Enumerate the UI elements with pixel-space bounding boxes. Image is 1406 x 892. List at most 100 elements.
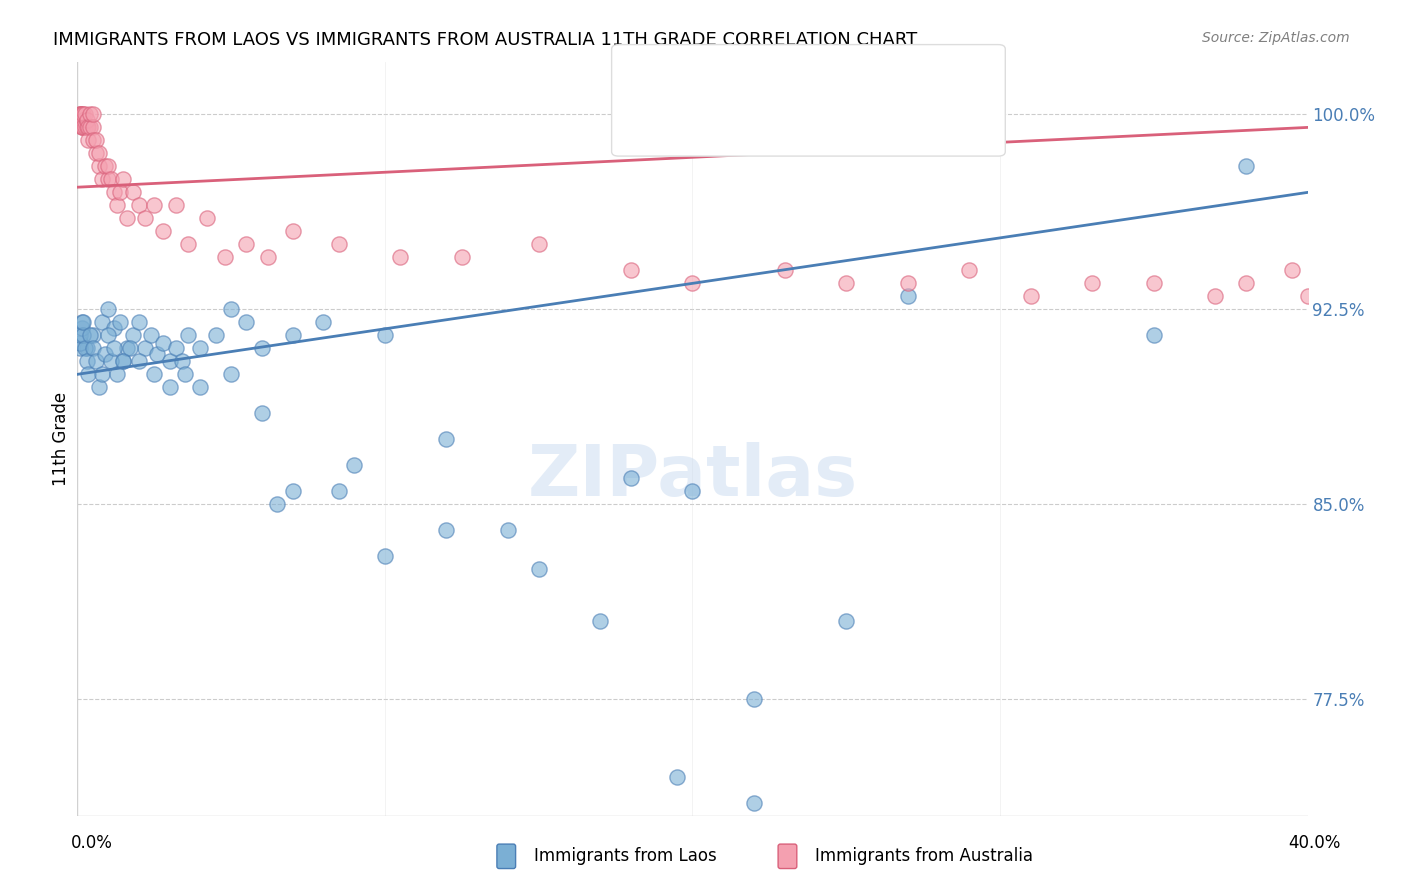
Point — [1019, 289, 1042, 303]
Point — [1327, 302, 1350, 317]
Point — [115, 342, 138, 356]
Point — [682, 484, 704, 499]
Point — [103, 342, 125, 356]
Point — [897, 277, 920, 291]
Point — [257, 251, 280, 265]
Point — [87, 160, 110, 174]
Point — [235, 315, 257, 329]
Point — [90, 368, 114, 382]
Point — [143, 198, 166, 212]
Point — [77, 368, 100, 382]
Point — [94, 160, 117, 174]
Text: Immigrants from Australia: Immigrants from Australia — [815, 847, 1033, 865]
Point — [82, 342, 104, 356]
Point — [72, 112, 94, 127]
Point — [1081, 277, 1104, 291]
Point — [69, 336, 91, 351]
Point — [165, 342, 187, 356]
Point — [620, 263, 643, 277]
Point — [281, 328, 304, 343]
Point — [328, 237, 350, 252]
Point — [87, 146, 110, 161]
Point — [105, 198, 128, 212]
Point — [527, 237, 550, 252]
Point — [1281, 263, 1303, 277]
Point — [152, 224, 174, 238]
Point — [97, 172, 120, 186]
Point — [374, 328, 396, 343]
Point — [70, 320, 93, 334]
Point — [72, 328, 94, 343]
Point — [82, 120, 104, 135]
Point — [77, 133, 100, 147]
Point — [100, 172, 122, 186]
Point — [79, 328, 101, 343]
Point — [835, 277, 858, 291]
Point — [1143, 277, 1166, 291]
Point — [152, 336, 174, 351]
Text: IMMIGRANTS FROM LAOS VS IMMIGRANTS FROM AUSTRALIA 11TH GRADE CORRELATION CHART: IMMIGRANTS FROM LAOS VS IMMIGRANTS FROM … — [53, 31, 918, 49]
Point — [76, 120, 98, 135]
Point — [159, 380, 181, 394]
Point — [90, 172, 114, 186]
Point — [1358, 289, 1381, 303]
Point — [219, 302, 242, 317]
Point — [84, 133, 107, 147]
Point — [666, 770, 689, 784]
Point — [76, 354, 98, 368]
Point — [527, 562, 550, 576]
Point — [835, 614, 858, 628]
Text: N =: N = — [808, 102, 852, 121]
Point — [204, 328, 226, 343]
Point — [70, 315, 93, 329]
Point — [128, 198, 150, 212]
Point — [165, 198, 187, 212]
Text: R =: R = — [689, 102, 731, 121]
Point — [69, 342, 91, 356]
Point — [773, 263, 796, 277]
Point — [177, 328, 200, 343]
Point — [328, 484, 350, 499]
Point — [76, 112, 98, 127]
Point — [100, 354, 122, 368]
Point — [174, 368, 197, 382]
Point — [112, 354, 135, 368]
Point — [72, 315, 94, 329]
Text: Source: ZipAtlas.com: Source: ZipAtlas.com — [1202, 31, 1350, 45]
Text: Immigrants from Laos: Immigrants from Laos — [534, 847, 717, 865]
Text: R =: R = — [689, 66, 731, 86]
Point — [214, 251, 236, 265]
Point — [159, 354, 181, 368]
Point — [69, 107, 91, 121]
Point — [141, 328, 163, 343]
Point — [70, 107, 93, 121]
Point — [72, 107, 94, 121]
Point — [90, 315, 114, 329]
Point — [235, 237, 257, 252]
Point — [110, 315, 132, 329]
Point — [1296, 289, 1319, 303]
Point — [82, 328, 104, 343]
Point — [121, 186, 143, 200]
Point — [97, 328, 120, 343]
Point — [589, 614, 612, 628]
Point — [450, 251, 472, 265]
Text: 0.0%: 0.0% — [70, 834, 112, 852]
Point — [134, 211, 156, 226]
Point — [1204, 289, 1226, 303]
Point — [70, 120, 93, 135]
Text: 40.0%: 40.0% — [1288, 834, 1341, 852]
Point — [1143, 328, 1166, 343]
Point — [73, 120, 96, 135]
Point — [76, 342, 98, 356]
Point — [103, 320, 125, 334]
Point — [105, 368, 128, 382]
Point — [389, 251, 412, 265]
Point — [128, 315, 150, 329]
Point — [69, 107, 91, 121]
Point — [682, 277, 704, 291]
Point — [281, 484, 304, 499]
Point — [250, 342, 273, 356]
Text: ZIPatlas: ZIPatlas — [527, 442, 858, 511]
Point — [79, 120, 101, 135]
